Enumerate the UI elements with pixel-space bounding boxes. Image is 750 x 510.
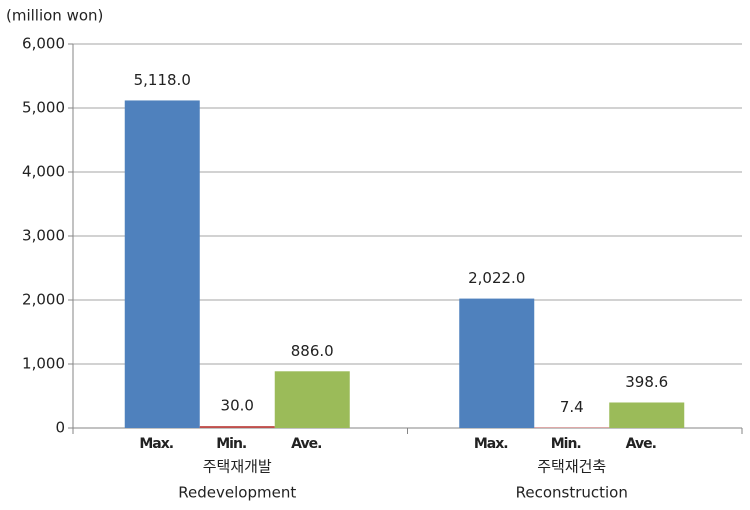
bar <box>199 426 275 428</box>
value-label: 398.6 <box>625 373 668 391</box>
value-label: 30.0 <box>221 397 254 415</box>
bar <box>609 402 685 428</box>
value-label: 5,118.0 <box>134 71 191 89</box>
category-subtitle: Reconstruction <box>516 484 628 502</box>
y-tick-label: 2,000 <box>22 291 65 309</box>
series-label: Ave. <box>626 436 656 452</box>
y-axis-label: (million won) <box>6 7 103 25</box>
bar <box>459 298 535 428</box>
y-tick-label: 3,000 <box>22 227 65 245</box>
series-label: Max. <box>139 436 173 452</box>
value-label: 7.4 <box>560 398 584 416</box>
category-subtitle: Redevelopment <box>178 484 296 502</box>
value-label: 886.0 <box>291 342 334 360</box>
y-tick-label: 6,000 <box>22 35 65 53</box>
series-label: Ave. <box>291 436 321 452</box>
series-label: Max. <box>474 436 508 452</box>
category-label: 주택재건축 <box>537 458 606 476</box>
series-label: Min. <box>216 436 246 452</box>
y-tick-label: 5,000 <box>22 99 65 117</box>
y-tick-label: 0 <box>55 419 65 437</box>
category-label: 주택재개발 <box>203 458 272 476</box>
series-label: Min. <box>551 436 581 452</box>
bar <box>274 371 350 428</box>
value-label: 2,022.0 <box>468 269 525 287</box>
y-tick-label: 1,000 <box>22 355 65 373</box>
bar <box>124 100 200 428</box>
y-tick-label: 4,000 <box>22 163 65 181</box>
